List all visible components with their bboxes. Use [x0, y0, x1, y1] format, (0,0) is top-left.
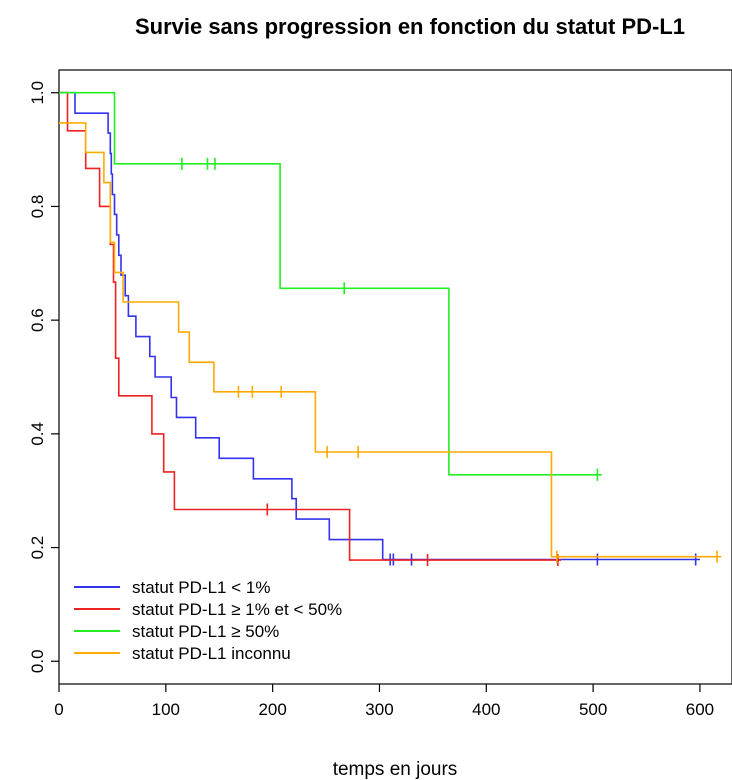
legend: statut PD-L1 < 1% statut PD-L1 ≥ 1% et < …: [74, 578, 342, 663]
series-layer: [59, 91, 722, 567]
series-line-0: [59, 91, 700, 561]
x-tick-label: 200: [258, 700, 286, 719]
y-tick-label: 0.0: [28, 649, 47, 673]
y-axis: 0.0 0.2 0.4 0.6 0.8 1.0: [28, 81, 59, 673]
series-line-3: [59, 122, 722, 558]
y-tick-label: 1.0: [28, 81, 47, 105]
y-tick-label: 0.4: [28, 422, 47, 446]
legend-label: statut PD-L1 ≥ 50%: [132, 622, 279, 641]
x-tick-label: 0: [54, 700, 63, 719]
x-tick-label: 300: [365, 700, 393, 719]
x-axis: 0 100 200 300 400 500 600: [54, 684, 714, 719]
x-tick-label: 400: [472, 700, 500, 719]
x-tick-label: 100: [152, 700, 180, 719]
series-line-2: [59, 91, 602, 476]
x-tick-label: 500: [579, 700, 607, 719]
legend-label: statut PD-L1 < 1%: [132, 578, 270, 597]
legend-label: statut PD-L1 inconnu: [132, 644, 291, 663]
legend-label: statut PD-L1 ≥ 1% et < 50%: [132, 600, 342, 619]
chart-title: Survie sans progression en fonction du s…: [135, 14, 685, 39]
y-tick-label: 0.8: [28, 195, 47, 219]
plot-frame: [58, 69, 732, 685]
y-tick-label: 0.2: [28, 536, 47, 560]
series-line-1: [59, 91, 562, 561]
y-tick-label: 0.6: [28, 308, 47, 332]
x-tick-label: 600: [686, 700, 714, 719]
x-axis-label: temps en jours: [333, 759, 458, 780]
